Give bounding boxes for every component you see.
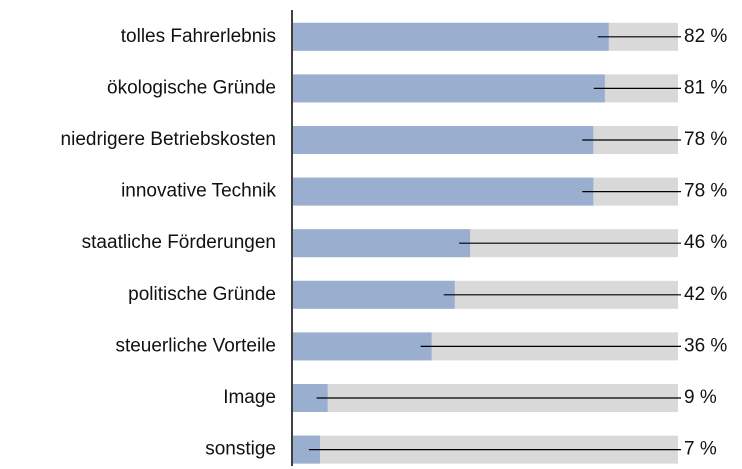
category-label: sonstige [205,439,276,460]
value-label: 36 % [684,335,727,356]
category-label: Image [223,387,276,408]
bar [293,126,594,154]
bar [293,332,432,361]
bar [293,22,609,51]
bar [293,229,471,258]
value-label: 9 % [684,387,717,408]
bar [293,74,605,103]
value-label: 78 % [684,129,727,150]
category-label: niedrigere Betriebskosten [61,129,276,150]
value-label: 81 % [684,77,727,98]
category-label: staatliche Förderungen [82,232,276,253]
category-label: tolles Fahrerlebnis [121,26,276,47]
category-label: innovative Technik [121,181,276,202]
category-label: politische Gründe [128,284,276,305]
bar [293,280,455,309]
value-label: 78 % [684,181,727,202]
bar [293,177,594,206]
category-label: steuerliche Vorteile [115,335,276,356]
value-label: 42 % [684,284,727,305]
value-label: 7 % [684,439,717,460]
value-label: 46 % [684,232,727,253]
value-label: 82 % [684,26,727,47]
category-label: ökologische Gründe [107,77,276,98]
